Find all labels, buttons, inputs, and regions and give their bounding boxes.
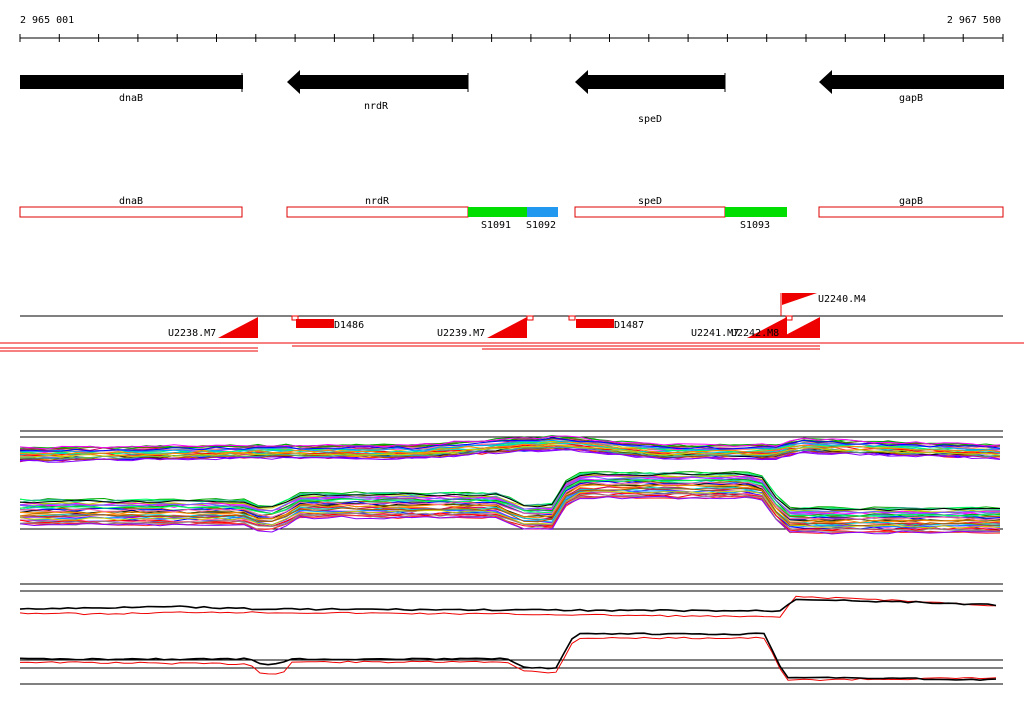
expression-profile-line xyxy=(19,490,1001,529)
gene-arrow-gapb[interactable]: gapB xyxy=(819,70,1004,104)
feature-label: nrdR xyxy=(365,196,390,207)
expression-profile-line xyxy=(19,441,1001,456)
gene-label: dnaB xyxy=(119,93,143,104)
gene-label: speD xyxy=(638,114,662,125)
segment-s1092[interactable]: S1092 xyxy=(526,207,558,231)
summary-expression-track xyxy=(19,583,1003,685)
transcript-u2238-m7[interactable]: U2238.M7 xyxy=(168,317,258,339)
expression-profile-line xyxy=(19,446,1001,462)
expression-profile-line xyxy=(19,444,1001,458)
expression-profile-line xyxy=(19,487,1000,527)
profile-lines-lower xyxy=(19,471,1001,535)
feature-label: dnaB xyxy=(119,196,143,207)
feature-box-gapb[interactable]: gapB xyxy=(818,196,1004,218)
summary-profile-line xyxy=(19,598,997,613)
summary-profile-lines xyxy=(19,595,997,682)
gene-arrow-dnab[interactable]: dnaB xyxy=(20,73,243,104)
expression-profile-line xyxy=(19,439,1001,453)
expression-profile-line xyxy=(19,492,1001,532)
gene-arrow-nrdr[interactable]: nrdR xyxy=(287,70,469,112)
feature-label: speD xyxy=(638,196,662,207)
transcript-u2239-m7[interactable]: U2239.M7 xyxy=(437,317,527,339)
expression-profile-line xyxy=(19,484,1001,524)
summary-profile-line xyxy=(19,636,997,682)
region-label: D1486 xyxy=(334,320,364,331)
gene-label: gapB xyxy=(899,93,923,104)
feature-box-dnab[interactable]: dnaB xyxy=(19,196,243,218)
transcript-label: U2241.M7 xyxy=(691,328,739,339)
transcript-marker xyxy=(785,315,793,321)
expression-profile-line xyxy=(19,440,1001,455)
summary-profile-line xyxy=(19,632,997,682)
expression-profiles-track xyxy=(19,430,1003,535)
ruler-start-label: 2 965 001 xyxy=(20,15,74,26)
expression-profile-line xyxy=(19,435,1001,450)
expression-profile-line xyxy=(19,476,1001,516)
segment-s1091[interactable]: S1091 xyxy=(468,207,527,231)
transcript-label: U2240.M4 xyxy=(818,294,866,305)
expression-profile-line xyxy=(19,479,1001,517)
region-d1487[interactable]: D1487 xyxy=(568,315,644,331)
profile-lines-upper xyxy=(19,435,1001,463)
segment-label: S1092 xyxy=(526,220,556,231)
transcript-track: U2238.M7 U2239.M7 U2241.M7 U2242.M8 U224… xyxy=(0,293,1024,352)
transcript-label: U2239.M7 xyxy=(437,328,485,339)
gene-arrow-sped[interactable]: speD xyxy=(575,70,726,125)
gene-label: nrdR xyxy=(364,101,389,112)
region-label: D1487 xyxy=(614,320,644,331)
segment-s1093[interactable]: S1093 xyxy=(725,207,787,231)
feature-box-sped[interactable]: speD xyxy=(574,196,726,218)
feature-box-nrdr[interactable]: nrdR xyxy=(286,196,469,218)
expression-profile-line xyxy=(19,472,1001,512)
transcript-label: U2242.M8 xyxy=(731,328,779,339)
transcript-label: U2238.M7 xyxy=(168,328,216,339)
transcript-u2241-m7[interactable]: U2241.M7 xyxy=(691,317,787,339)
expression-profile-line xyxy=(19,481,1001,521)
expression-profile-line xyxy=(20,437,1001,452)
expression-profile-line xyxy=(19,495,1001,535)
transcript-marker xyxy=(526,315,534,321)
transcript-u2240-m4[interactable]: U2240.M4 xyxy=(780,293,866,316)
segment-label: S1093 xyxy=(740,220,770,231)
ruler-ticks xyxy=(19,34,1004,42)
feature-label: gapB xyxy=(899,196,923,207)
summary-profile-line xyxy=(19,595,996,618)
expression-profile-line xyxy=(19,449,1001,463)
ruler-end-label: 2 967 500 xyxy=(947,15,1001,26)
gene-track: dnaB nrdR speD gapB xyxy=(20,70,1004,125)
segment-label: S1091 xyxy=(481,220,511,231)
transcript-u2242-m8[interactable]: U2242.M8 xyxy=(731,317,820,339)
coordinate-ruler: 2 965 001 2 967 500 xyxy=(19,15,1004,42)
expression-profile-line xyxy=(19,476,1001,515)
feature-track: dnaB nrdR S1091 S1092 speD S1093 gapB xyxy=(19,196,1004,231)
region-d1486[interactable]: D1486 xyxy=(291,315,364,331)
